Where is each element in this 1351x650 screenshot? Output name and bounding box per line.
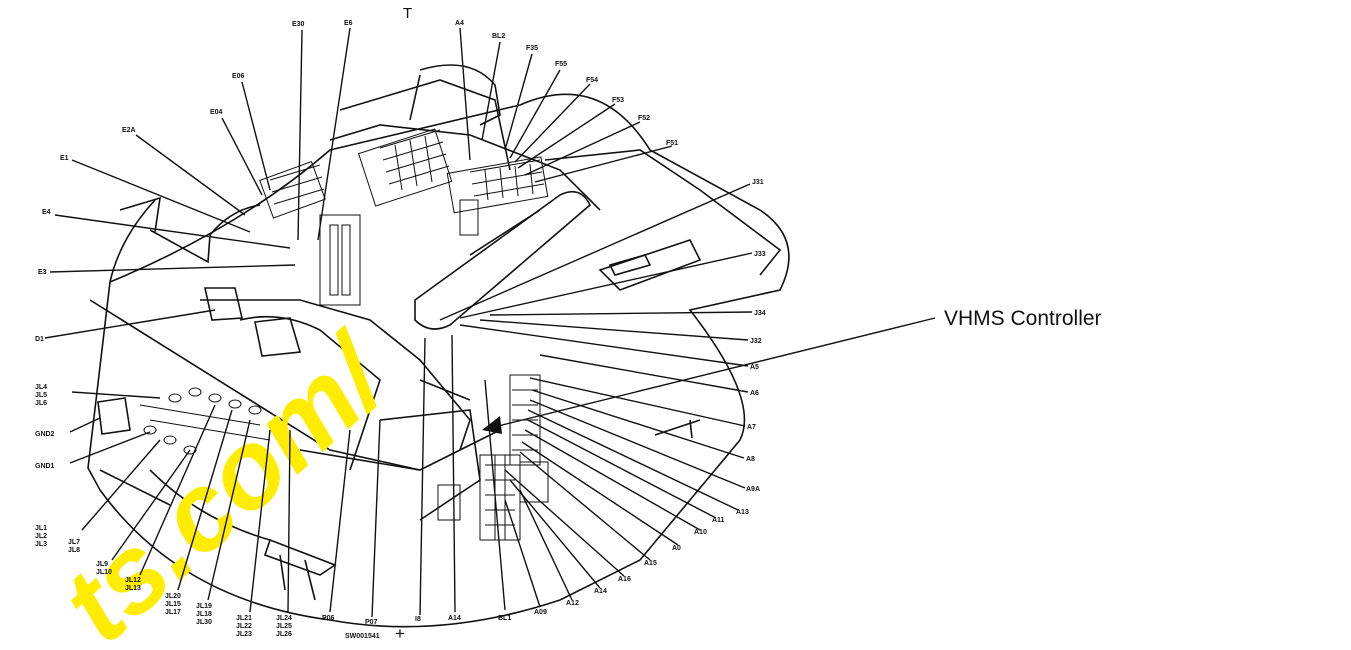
label-JL21: JL21 [236, 615, 252, 622]
label-JL25: JL25 [276, 623, 292, 630]
vhms-controller-label: VHMS Controller [944, 307, 1102, 330]
label-A0: A0 [672, 545, 681, 552]
label-A14-right: A14 [594, 588, 607, 595]
label-JL22: JL22 [236, 623, 252, 630]
label-JL18: JL18 [196, 611, 212, 618]
label-JL7: JL7 [68, 539, 80, 546]
label-JL13: JL13 [125, 585, 141, 592]
label-JL2: JL2 [35, 533, 47, 540]
label-A5: A5 [750, 364, 759, 371]
label-A6: A6 [750, 390, 759, 397]
label-JL24: JL24 [276, 615, 292, 622]
label-A4: A4 [455, 20, 464, 27]
label-J31: J31 [752, 179, 764, 186]
label-P07: P07 [365, 619, 378, 626]
label-I8: I8 [415, 616, 421, 623]
label-J34: J34 [754, 310, 766, 317]
label-E30: E30 [292, 21, 305, 28]
label-BL1: BL1 [498, 615, 511, 622]
label-JL26: JL26 [276, 631, 292, 638]
label-JL8: JL8 [68, 547, 80, 554]
label-JL20: JL20 [165, 593, 181, 600]
label-GND2: GND2 [35, 431, 55, 438]
label-A9A: A9A [746, 486, 760, 493]
label-A7: A7 [747, 424, 756, 431]
label-A12: A12 [566, 600, 579, 607]
label-A8: A8 [746, 456, 755, 463]
label-F35: F35 [526, 45, 538, 52]
label-JL19: JL19 [196, 603, 212, 610]
label-JL5: JL5 [35, 392, 47, 399]
label-JL9: JL9 [96, 561, 108, 568]
diagram-code: SW001541 [345, 633, 380, 640]
label-A14: A14 [448, 615, 461, 622]
machine-outline [87, 64, 790, 628]
label-JL23: JL23 [236, 631, 252, 638]
label-E2A: E2A [122, 127, 136, 134]
label-A11: A11 [712, 517, 725, 524]
label-JL1: JL1 [35, 525, 47, 532]
leader-lines [44, 27, 936, 618]
label-F55: F55 [555, 61, 567, 68]
callout-arrowhead [482, 416, 502, 434]
label-J32: J32 [750, 338, 762, 345]
label-E06: E06 [232, 73, 245, 80]
label-E1: E1 [60, 155, 69, 162]
label-P06: P06 [322, 615, 335, 622]
label-JL30: JL30 [196, 619, 212, 626]
label-F52: F52 [638, 115, 650, 122]
label-A16: A16 [618, 576, 631, 583]
label-JL4: JL4 [35, 384, 47, 391]
label-JL10: JL10 [96, 569, 112, 576]
label-A10: A10 [694, 529, 707, 536]
top-marker: T [403, 5, 412, 22]
label-A15: A15 [644, 560, 657, 567]
bottom-marker: + [395, 624, 405, 643]
label-JL12: JL12 [125, 577, 141, 584]
label-JL17: JL17 [165, 609, 181, 616]
label-A09: A09 [534, 609, 547, 616]
label-E6: E6 [344, 20, 353, 27]
label-F53: F53 [612, 97, 624, 104]
label-BL2: BL2 [492, 33, 505, 40]
label-J33: J33 [754, 251, 766, 258]
label-F54: F54 [586, 77, 598, 84]
label-E3: E3 [38, 269, 47, 276]
label-JL6: JL6 [35, 400, 47, 407]
label-GND1: GND1 [35, 463, 55, 470]
label-F51: F51 [666, 140, 678, 147]
label-E4: E4 [42, 209, 51, 216]
label-E04: E04 [210, 109, 223, 116]
label-JL15: JL15 [165, 601, 181, 608]
label-D1: D1 [35, 336, 44, 343]
part-labels: E6 E30 E06 E04 E2A E1 E4 E3 D1 A4 BL2 F3… [35, 20, 766, 640]
label-JL3: JL3 [35, 541, 47, 548]
label-A13: A13 [736, 509, 749, 516]
